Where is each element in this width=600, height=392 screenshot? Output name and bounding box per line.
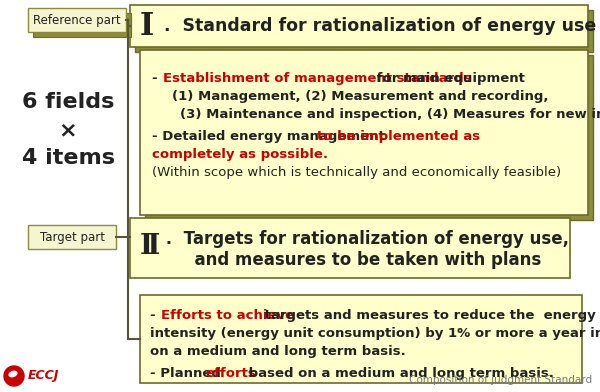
Ellipse shape	[9, 371, 17, 377]
Text: Composition of judgment Standard: Composition of judgment Standard	[409, 375, 592, 385]
Bar	[140, 295, 582, 383]
Bar	[28, 225, 116, 249]
Text: ECCJ: ECCJ	[28, 370, 59, 383]
Bar	[28, 8, 126, 32]
Text: Reference part: Reference part	[33, 13, 121, 27]
Text: - Detailed energy management: - Detailed energy management	[152, 130, 389, 143]
Text: to be implemented as: to be implemented as	[317, 130, 481, 143]
Text: and measures to be taken with plans: and measures to be taken with plans	[160, 251, 541, 269]
Bar	[135, 10, 593, 52]
Text: - Planned: - Planned	[150, 367, 226, 380]
Bar	[130, 218, 570, 278]
Text: -: -	[152, 72, 162, 85]
Text: based on a medium and long term basis.: based on a medium and long term basis.	[244, 367, 554, 380]
Text: (1) Management, (2) Measurement and recording,: (1) Management, (2) Measurement and reco…	[172, 90, 548, 103]
Circle shape	[4, 366, 24, 386]
Bar	[145, 55, 593, 220]
Text: .  Standard for rationalization of energy use: . Standard for rationalization of energy…	[158, 17, 596, 35]
Text: efforts: efforts	[205, 367, 256, 380]
Text: 6 fields
×
4 items: 6 fields × 4 items	[22, 92, 115, 168]
Text: (3) Maintenance and inspection, (4) Measures for new installation: (3) Maintenance and inspection, (4) Meas…	[180, 108, 600, 121]
Text: Ⅰ: Ⅰ	[140, 11, 154, 42]
Text: Ⅱ: Ⅱ	[140, 233, 160, 260]
Bar	[130, 5, 588, 47]
Text: for main equipment: for main equipment	[373, 72, 525, 85]
Text: targets and measures to reduce the  energy: targets and measures to reduce the energ…	[260, 309, 596, 322]
Text: Target part: Target part	[40, 230, 104, 243]
Text: Efforts to achieve: Efforts to achieve	[161, 309, 294, 322]
Text: on a medium and long term basis.: on a medium and long term basis.	[150, 345, 406, 358]
Text: Establishment of management standards: Establishment of management standards	[163, 72, 472, 85]
Text: .  Targets for rationalization of energy use,: . Targets for rationalization of energy …	[160, 230, 569, 248]
Text: intensity (energy unit consumption) by 1% or more a year in average: intensity (energy unit consumption) by 1…	[150, 327, 600, 340]
Bar	[33, 13, 131, 37]
Text: completely as possible.: completely as possible.	[152, 148, 328, 161]
Text: -: -	[150, 309, 160, 322]
Bar	[140, 50, 588, 215]
Text: (Within scope which is technically and economically feasible): (Within scope which is technically and e…	[152, 166, 561, 179]
